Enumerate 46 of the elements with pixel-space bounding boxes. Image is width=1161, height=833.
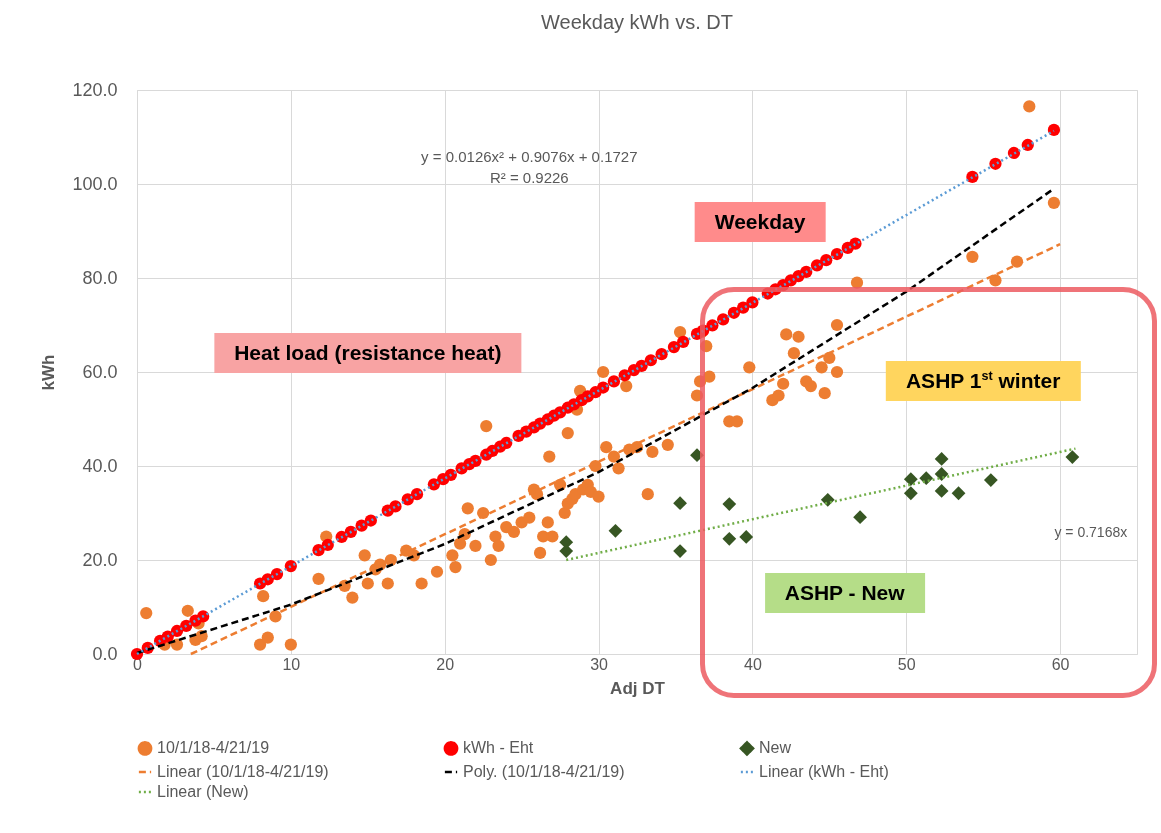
y-axis-title: kWh: [39, 354, 59, 391]
point: [559, 544, 574, 558]
x-tick-label: 30: [590, 655, 609, 673]
point: [673, 544, 687, 558]
point: [903, 472, 918, 487]
point: [608, 523, 623, 538]
annotation: ASHP 1$^{st}$ winter: [885, 361, 1081, 402]
point: [983, 473, 998, 487]
y-tick-label: 40.0: [82, 455, 118, 476]
x-axis-title: Adj DT: [610, 678, 666, 698]
x-tick-label: 20: [436, 655, 455, 673]
y-tick-label: 100.0: [72, 173, 118, 194]
point: [673, 496, 687, 511]
annotation: y = 0.7168x: [1054, 523, 1128, 540]
annotation: ASHP - New: [764, 572, 925, 613]
legend-label: 10/1/18-4/21/19: [157, 739, 270, 757]
legend-label: kWh - Eht: [463, 739, 534, 757]
annotation: Heat load (resistance heat): [214, 333, 522, 374]
annotation: y = 0.0126x² + 0.9076x + 0.1727: [421, 147, 638, 165]
y-tick-label: 60.0: [82, 361, 118, 382]
point: [853, 510, 867, 525]
chart-title: Weekday kWh vs. DT: [541, 11, 733, 33]
annotation: R² = 0.9226: [489, 168, 569, 186]
point: [739, 530, 754, 544]
point: [722, 531, 737, 546]
point: [951, 486, 966, 501]
y-tick-label: 80.0: [82, 267, 118, 288]
annotation: Weekday: [694, 201, 826, 242]
x-tick-label: 50: [897, 655, 916, 673]
point: [722, 497, 737, 511]
point: [1065, 450, 1080, 464]
legend-label: Linear (10/1/18-4/21/19): [157, 763, 329, 780]
point: [934, 452, 949, 466]
y-tick-label: 20.0: [82, 549, 118, 570]
legend-label: New: [759, 739, 792, 757]
y-tick-label: 0.0: [92, 643, 118, 664]
x-tick-label: 40: [743, 655, 762, 673]
x-tick-label: 10: [282, 655, 301, 673]
point: [903, 486, 918, 501]
legend-label: Poly. (10/1/18-4/21/19): [463, 763, 625, 780]
x-tick-label: 60: [1051, 655, 1070, 673]
legend-label: Linear (New): [157, 783, 249, 800]
point: [934, 467, 949, 481]
y-tick-label: 120.0: [72, 79, 118, 100]
point: [934, 484, 949, 498]
legend-label: Linear (kWh - Eht): [759, 763, 889, 780]
